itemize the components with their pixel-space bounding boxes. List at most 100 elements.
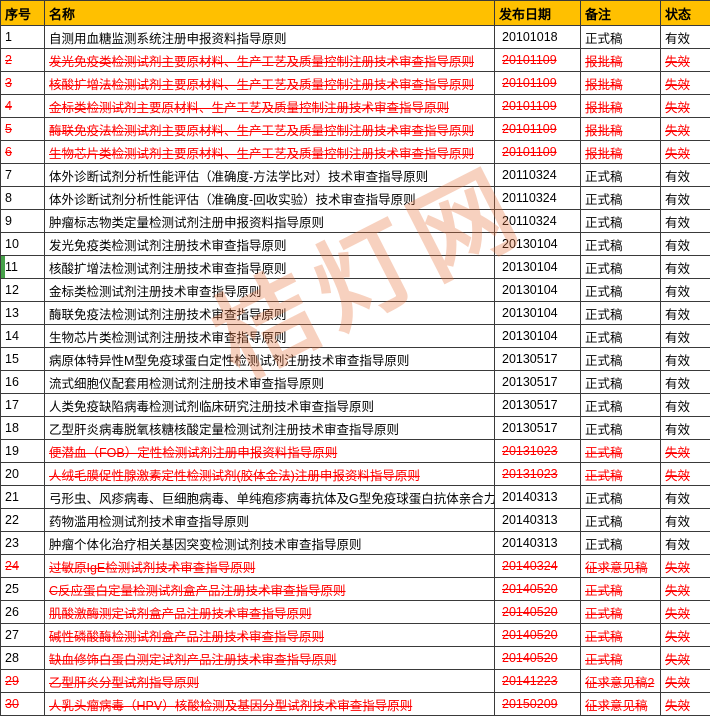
table-row[interactable]: 9 肿瘤标志物类定量检测试剂注册申报资料指导原则 20110324 正式稿 有效 [0, 209, 710, 233]
cell-name[interactable]: 肿瘤个体化治疗相关基因突变检测试剂技术审查指导原则 [44, 531, 495, 555]
cell-status[interactable]: 失效 [660, 462, 710, 486]
cell-no[interactable]: 13 [0, 301, 45, 325]
cell-date[interactable]: 20130517 [494, 370, 581, 394]
cell-status[interactable]: 失效 [660, 669, 710, 693]
cell-name[interactable]: 过敏原IgE检测试剂技术审查指导原则 [44, 554, 495, 578]
cell-date[interactable]: 20101109 [494, 117, 581, 141]
cell-note[interactable]: 正式稿 [580, 25, 661, 49]
cell-date[interactable]: 20101109 [494, 48, 581, 72]
table-row[interactable]: 20 人绒毛膜促性腺激素定性检测试剂(胶体金法)注册申报资料指导原则 2013102… [0, 462, 710, 486]
cell-status[interactable]: 有效 [660, 347, 710, 371]
cell-status[interactable]: 失效 [660, 600, 710, 624]
cell-date[interactable]: 20130104 [494, 324, 581, 348]
cell-status[interactable]: 失效 [660, 140, 710, 164]
table-row[interactable]: 25 C反应蛋白定量检测试剂盒产品注册技术审查指导原则 20140520 正式稿 失效 [0, 577, 710, 601]
cell-note[interactable]: 正式稿 [580, 370, 661, 394]
table-row[interactable]: 11 核酸扩增法检测试剂注册技术审查指导原则 20130104 正式稿 有效 [0, 255, 710, 279]
cell-no[interactable]: 20 [0, 462, 45, 486]
cell-status[interactable]: 有效 [660, 531, 710, 555]
cell-date[interactable]: 20101109 [494, 140, 581, 164]
cell-note[interactable]: 正式稿 [580, 278, 661, 302]
cell-status[interactable]: 有效 [660, 163, 710, 187]
cell-status[interactable]: 有效 [660, 485, 710, 509]
cell-note[interactable]: 报批稿 [580, 48, 661, 72]
cell-note[interactable]: 正式稿 [580, 301, 661, 325]
cell-date[interactable]: 20140520 [494, 600, 581, 624]
cell-date[interactable]: 20110324 [494, 186, 581, 210]
cell-status[interactable]: 失效 [660, 439, 710, 463]
table-row[interactable]: 24 过敏原IgE检测试剂技术审查指导原则 20140324 征求意见稿 失效 [0, 554, 710, 578]
cell-name[interactable]: 弓形虫、风疹病毒、巨细胞病毒、单纯疱疹病毒抗体及G型免疫球蛋白抗体亲合力检 [44, 485, 495, 509]
cell-note[interactable]: 正式稿 [580, 508, 661, 532]
cell-name[interactable]: 人类免疫缺陷病毒检测试剂临床研究注册技术审查指导原则 [44, 393, 495, 417]
cell-name[interactable]: 便潜血（FOB）定性检测试剂注册申报资料指导原则 [44, 439, 495, 463]
cell-note[interactable]: 正式稿 [580, 209, 661, 233]
cell-status[interactable]: 失效 [660, 48, 710, 72]
cell-name[interactable]: 生物芯片类检测试剂注册技术审查指导原则 [44, 324, 495, 348]
cell-no[interactable]: 19 [0, 439, 45, 463]
cell-note[interactable]: 正式稿 [580, 600, 661, 624]
table-row[interactable]: 26 肌酸激酶测定试剂盒产品注册技术审查指导原则 20140520 正式稿 失效 [0, 600, 710, 624]
cell-name[interactable]: C反应蛋白定量检测试剂盒产品注册技术审查指导原则 [44, 577, 495, 601]
cell-note[interactable]: 正式稿 [580, 485, 661, 509]
cell-date[interactable]: 20140520 [494, 646, 581, 670]
cell-name[interactable]: 药物滥用检测试剂技术审查指导原则 [44, 508, 495, 532]
table-row[interactable]: 22 药物滥用检测试剂技术审查指导原则 20140313 正式稿 有效 [0, 508, 710, 532]
cell-no[interactable]: 12 [0, 278, 45, 302]
cell-date[interactable]: 20130517 [494, 347, 581, 371]
cell-no[interactable]: 28 [0, 646, 45, 670]
cell-note[interactable]: 正式稿 [580, 163, 661, 187]
cell-note[interactable]: 报批稿 [580, 94, 661, 118]
cell-name[interactable]: 病原体特异性M型免疫球蛋白定性检测试剂注册技术审查指导原则 [44, 347, 495, 371]
cell-note[interactable]: 正式稿 [580, 393, 661, 417]
cell-no[interactable]: 22 [0, 508, 45, 532]
cell-note[interactable]: 正式稿 [580, 531, 661, 555]
cell-no[interactable]: 3 [0, 71, 45, 95]
cell-status[interactable]: 有效 [660, 301, 710, 325]
cell-no[interactable]: 17 [0, 393, 45, 417]
cell-note[interactable]: 正式稿 [580, 255, 661, 279]
cell-date[interactable]: 20140520 [494, 623, 581, 647]
cell-no[interactable]: 25 [0, 577, 45, 601]
cell-note[interactable]: 征求意见稿 [580, 692, 661, 716]
cell-date[interactable]: 20140313 [494, 485, 581, 509]
cell-date[interactable]: 20101018 [494, 25, 581, 49]
cell-name[interactable]: 自测用血糖监测系统注册申报资料指导原则 [44, 25, 495, 49]
table-row[interactable]: 1 自测用血糖监测系统注册申报资料指导原则 20101018 正式稿 有效 [0, 25, 710, 49]
table-row[interactable]: 30 人乳头瘤病毒（HPV）核酸检测及基因分型试剂技术审查指导原则 20150209… [0, 692, 710, 716]
cell-no[interactable]: 2 [0, 48, 45, 72]
cell-date[interactable]: 20131023 [494, 439, 581, 463]
cell-status[interactable]: 有效 [660, 232, 710, 256]
cell-name[interactable]: 生物芯片类检测试剂主要原材料、生产工艺及质量控制注册技术审查指导原则 [44, 140, 495, 164]
cell-note[interactable]: 正式稿 [580, 623, 661, 647]
cell-date[interactable]: 20131023 [494, 462, 581, 486]
cell-no[interactable]: 27 [0, 623, 45, 647]
cell-no[interactable]: 21 [0, 485, 45, 509]
table-row[interactable]: 13 酶联免疫法检测试剂注册技术审查指导原则 20130104 正式稿 有效 [0, 301, 710, 325]
table-row[interactable]: 23 肿瘤个体化治疗相关基因突变检测试剂技术审查指导原则 20140313 正式稿 有效 [0, 531, 710, 555]
cell-no[interactable]: 23 [0, 531, 45, 555]
table-row[interactable]: 6 生物芯片类检测试剂主要原材料、生产工艺及质量控制注册技术审查指导原则 20101… [0, 140, 710, 164]
cell-no[interactable]: 11 [0, 255, 45, 279]
cell-status[interactable]: 有效 [660, 278, 710, 302]
cell-date[interactable]: 20130517 [494, 393, 581, 417]
cell-name[interactable]: 乙型肝炎病毒脱氧核糖核酸定量检测试剂注册技术审查指导原则 [44, 416, 495, 440]
cell-status[interactable]: 失效 [660, 646, 710, 670]
cell-date[interactable]: 20140324 [494, 554, 581, 578]
cell-status[interactable]: 有效 [660, 255, 710, 279]
cell-no[interactable]: 18 [0, 416, 45, 440]
cell-no[interactable]: 4 [0, 94, 45, 118]
cell-status[interactable]: 失效 [660, 577, 710, 601]
cell-name[interactable]: 发光免疫类检测试剂主要原材料、生产工艺及质量控制注册技术审查指导原则 [44, 48, 495, 72]
table-row[interactable]: 28 缺血修饰白蛋白测定试剂产品注册技术审查指导原则 20140520 正式稿 失效 [0, 646, 710, 670]
cell-date[interactable]: 20150209 [494, 692, 581, 716]
cell-name[interactable]: 体外诊断试剂分析性能评估（准确度-方法学比对）技术审查指导原则 [44, 163, 495, 187]
cell-no[interactable]: 9 [0, 209, 45, 233]
cell-no[interactable]: 29 [0, 669, 45, 693]
cell-note[interactable]: 征求意见稿 [580, 554, 661, 578]
cell-status[interactable]: 有效 [660, 209, 710, 233]
cell-note[interactable]: 正式稿 [580, 439, 661, 463]
table-row[interactable]: 8 体外诊断试剂分析性能评估（准确度-回收实验）技术审查指导原则 20110324 正… [0, 186, 710, 210]
cell-name[interactable]: 流式细胞仪配套用检测试剂注册技术审查指导原则 [44, 370, 495, 394]
table-row[interactable]: 16 流式细胞仪配套用检测试剂注册技术审查指导原则 20130517 正式稿 有效 [0, 370, 710, 394]
